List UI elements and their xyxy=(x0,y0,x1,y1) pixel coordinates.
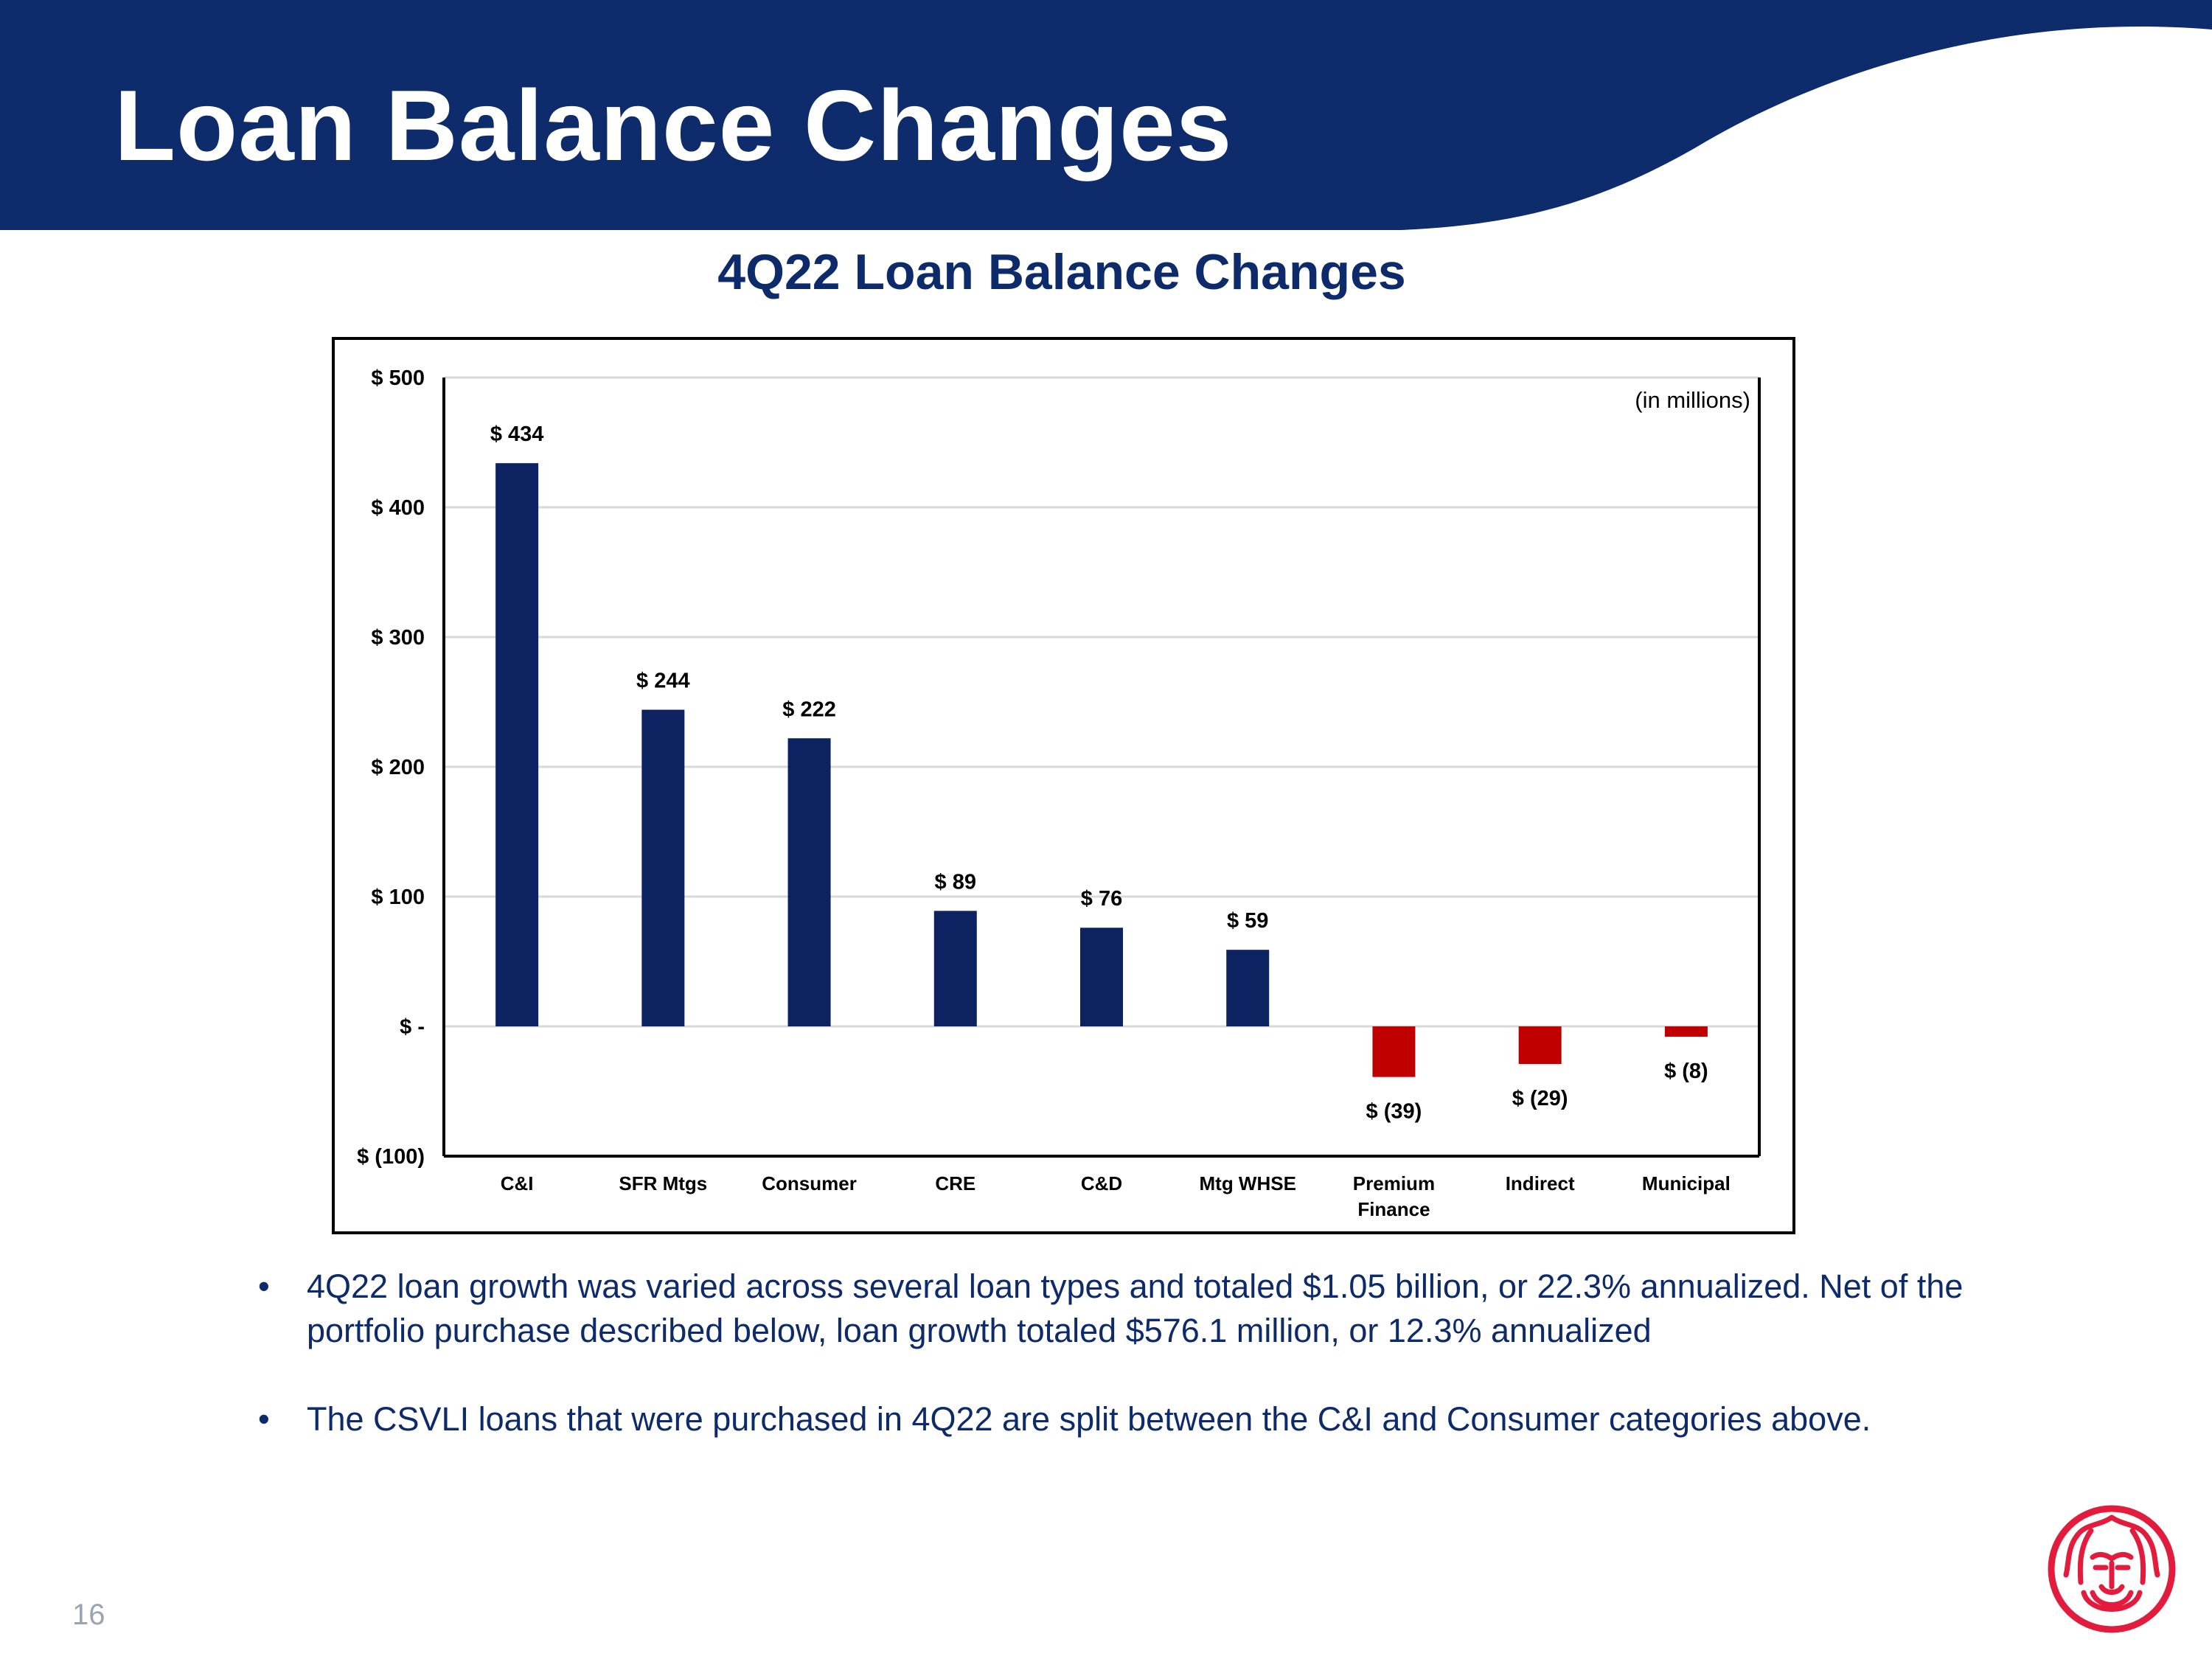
data-label: $ (39) xyxy=(1366,1100,1422,1124)
x-tick-label: Mtg WHSE xyxy=(1200,1172,1296,1194)
chart-title: 4Q22 Loan Balance Changes xyxy=(717,244,1406,300)
x-tick-label: Municipal xyxy=(1642,1172,1731,1194)
data-label: $ 222 xyxy=(782,698,836,721)
y-tick-label: $ 500 xyxy=(371,366,425,390)
x-tick-label: CRE xyxy=(935,1172,975,1194)
x-tick-label: Consumer xyxy=(762,1172,857,1194)
x-tick-label: SFR Mtgs xyxy=(619,1172,707,1194)
y-tick-label: $ - xyxy=(400,1015,425,1039)
data-label: $ 76 xyxy=(1081,887,1122,911)
x-tick-label: Indirect xyxy=(1506,1172,1575,1194)
header-banner: Loan Balance Changes xyxy=(0,0,2212,236)
data-label: $ 89 xyxy=(935,870,976,894)
bar xyxy=(933,911,977,1026)
data-label: $ 434 xyxy=(490,422,544,446)
bar xyxy=(1518,1026,1562,1065)
header-wave-shape xyxy=(0,0,2212,230)
unit-note: (in millions) xyxy=(1635,387,1750,413)
bullet-text: The CSVLI loans that were purchased in 4… xyxy=(307,1400,1871,1438)
slide-title: Loan Balance Changes xyxy=(114,69,1233,181)
bar xyxy=(1372,1026,1416,1077)
bar xyxy=(1226,950,1270,1026)
bar xyxy=(1664,1026,1708,1037)
bullet-dot-icon: • xyxy=(258,1400,270,1438)
y-tick-label: $ (100) xyxy=(357,1145,425,1169)
bar xyxy=(641,709,685,1026)
bar-chart: $ 500 $ 400 $ 300 $ 200 $ 100 $ - $ (100) (in m… xyxy=(357,366,1761,1220)
y-tick-label: $ 100 xyxy=(371,886,425,909)
data-label: $ 244 xyxy=(636,669,690,693)
y-tick-label: $ 300 xyxy=(371,626,425,650)
bullet-text: 4Q22 loan growth was varied across sever… xyxy=(307,1267,1964,1349)
x-tick-label: Premium Finance xyxy=(1353,1172,1435,1220)
bar xyxy=(1080,928,1123,1026)
data-label: $ (29) xyxy=(1512,1087,1568,1110)
y-tick-label: $ 400 xyxy=(371,496,425,520)
bar xyxy=(495,463,539,1026)
bullet-item: • The CSVLI loans that were purchased in … xyxy=(258,1397,2028,1441)
data-label: $ (8) xyxy=(1664,1060,1708,1083)
x-tick-label: C&D xyxy=(1081,1172,1122,1194)
bullet-dot-icon: • xyxy=(258,1267,270,1305)
data-label: $ 59 xyxy=(1227,909,1268,933)
x-tick-label: C&I xyxy=(501,1172,534,1194)
bullet-list: • 4Q22 loan growth was varied across seve… xyxy=(258,1265,2028,1486)
y-tick-label: $ 200 xyxy=(371,756,425,779)
chart-frame: $ 500 $ 400 $ 300 $ 200 $ 100 $ - $ (100) (in m… xyxy=(332,337,1795,1234)
bar xyxy=(787,738,831,1026)
bullet-item: • 4Q22 loan growth was varied across seve… xyxy=(258,1265,2028,1353)
lion-head-logo-icon xyxy=(2048,1505,2176,1633)
page-number: 16 xyxy=(72,1599,105,1631)
